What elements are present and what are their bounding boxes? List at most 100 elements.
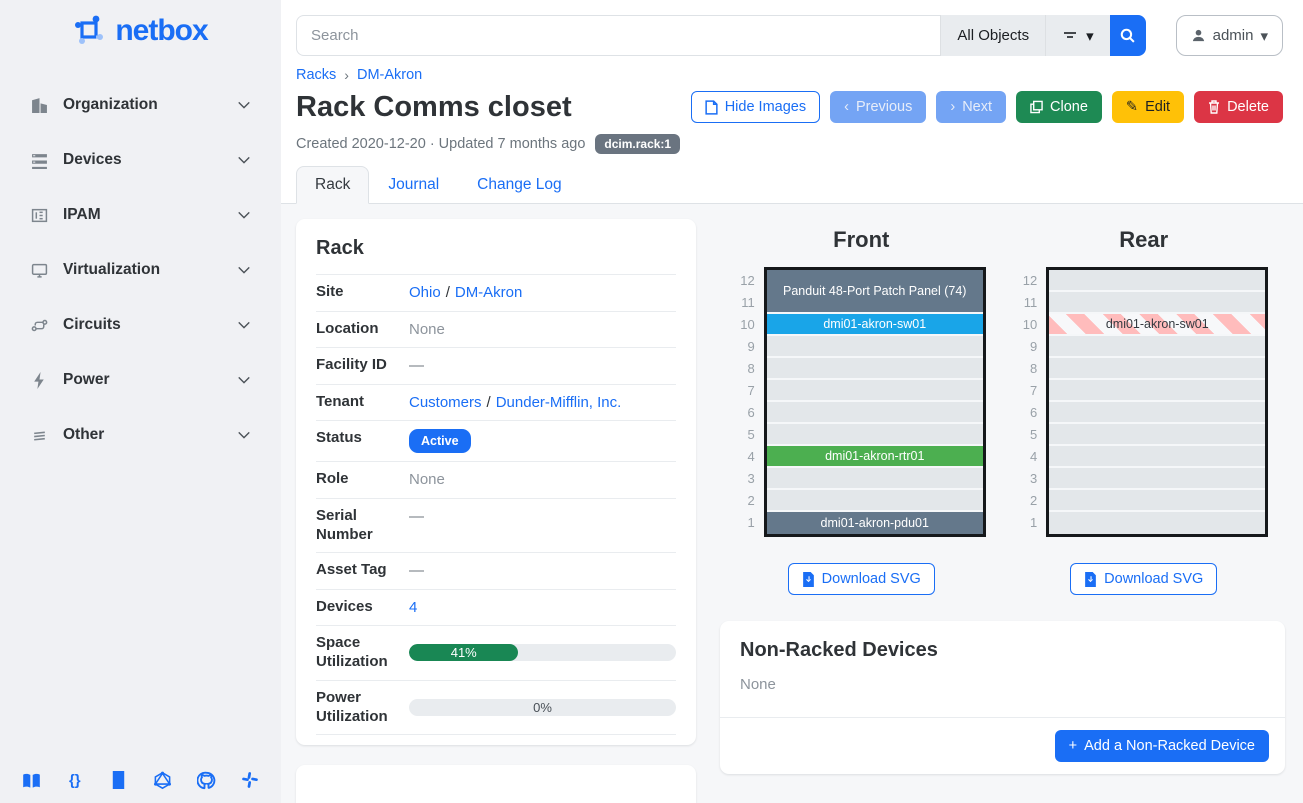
- topbar: All Objects ▾ admin ▾: [281, 0, 1303, 65]
- plus-icon: +: [1068, 738, 1078, 754]
- ip-grid-icon: [30, 207, 48, 224]
- action-buttons: Hide Images ‹ Previous › Next Clo: [690, 91, 1283, 123]
- object-type-button[interactable]: All Objects: [940, 15, 1046, 56]
- unit-number: 2: [747, 493, 755, 508]
- row-facility-id: Facility ID —: [316, 347, 676, 384]
- site-link[interactable]: DM-Akron: [454, 284, 523, 301]
- object-meta: Created 2020-12-20 · Updated 7 months ag…: [296, 134, 1283, 154]
- server-stack-icon: [30, 152, 48, 169]
- title-row: Rack Comms closet Hide Images ‹ Previous…: [296, 91, 1283, 124]
- sidebar-item-label: Other: [63, 426, 105, 443]
- rack-panel: Rack Site Ohio / DM-Akron Location None: [296, 219, 696, 746]
- search-input[interactable]: [296, 15, 941, 56]
- unit-number: 12: [740, 273, 755, 288]
- unit-number: 1: [747, 515, 755, 530]
- chevron-down-icon: [237, 428, 251, 442]
- netbox-logo-text: netbox: [115, 14, 208, 47]
- serial-number-value: —: [409, 507, 424, 525]
- delete-button[interactable]: Delete: [1194, 91, 1283, 123]
- breadcrumb-link-site[interactable]: DM-Akron: [356, 67, 423, 83]
- previous-button[interactable]: ‹ Previous: [830, 91, 927, 123]
- slack-icon[interactable]: [239, 769, 261, 791]
- download-svg-button[interactable]: Download SVG: [787, 563, 935, 595]
- chevron-down-icon: [237, 318, 251, 332]
- docs-book-icon[interactable]: [20, 769, 42, 791]
- sidebar-item-power[interactable]: Power: [0, 361, 281, 399]
- unit-number: 6: [1030, 405, 1038, 420]
- unit-number: 10: [1022, 317, 1038, 332]
- location-value: None: [409, 320, 445, 338]
- unit-number: 6: [747, 405, 755, 420]
- devices-count-link[interactable]: 4: [409, 598, 418, 616]
- unit-number: 9: [1030, 339, 1038, 354]
- row-role: Role None: [316, 461, 676, 498]
- copy-icon: [1030, 100, 1043, 114]
- rear-elevation-title: Rear: [1119, 227, 1169, 252]
- github-icon[interactable]: [195, 769, 217, 791]
- tab-change-log[interactable]: Change Log: [477, 176, 562, 193]
- tab-journal[interactable]: Journal: [388, 176, 440, 193]
- rack-empty-slot: [766, 336, 983, 358]
- add-non-racked-device-button[interactable]: + Add a Non-Racked Device: [1054, 730, 1269, 762]
- rack-empty-slot: [766, 358, 983, 380]
- unit-number: 11: [741, 295, 755, 310]
- user-menu-button[interactable]: admin ▾: [1175, 15, 1283, 56]
- sidebar-item-organization[interactable]: Organization: [0, 86, 281, 124]
- rack-empty-slot: [1049, 292, 1266, 314]
- filter-dropdown-button[interactable]: ▾: [1045, 15, 1110, 56]
- caret-down-icon: ▾: [1086, 27, 1094, 45]
- rack-panel-title: Rack: [316, 237, 364, 259]
- unit-number: 4: [1030, 449, 1038, 464]
- tenant-group-link[interactable]: Customers: [409, 393, 482, 411]
- chevron-down-icon: [237, 263, 251, 277]
- hide-images-button[interactable]: Hide Images: [690, 91, 821, 123]
- rack-empty-slot: [1049, 336, 1266, 358]
- unit-number: 3: [747, 471, 755, 486]
- rack-empty-slot: [766, 490, 983, 512]
- rack-device-slot[interactable]: dmi01-akron-sw01: [766, 314, 983, 336]
- chevron-down-icon: [237, 373, 251, 387]
- sidebar-item-other[interactable]: Other: [0, 416, 281, 454]
- release-notes-icon[interactable]: [108, 769, 130, 791]
- rack-device-slot[interactable]: dmi01-akron-pdu01: [766, 512, 983, 534]
- facility-id-value: —: [409, 357, 424, 374]
- tab-bar: Rack Journal Change Log: [281, 166, 1303, 204]
- download-svg-button[interactable]: Download SVG: [1070, 563, 1218, 595]
- graphql-icon[interactable]: [151, 769, 173, 791]
- tenant-link[interactable]: Dunder-Mifflin, Inc.: [495, 393, 622, 411]
- sidebar-item-label: Circuits: [63, 316, 121, 333]
- code-braces-icon[interactable]: {}: [68, 771, 81, 789]
- sidebar-item-label: IPAM: [63, 206, 101, 223]
- pencil-icon: ✎: [1125, 99, 1139, 115]
- object-id-badge: dcim.rack:1: [595, 134, 681, 154]
- status-badge: Active: [409, 429, 471, 454]
- person-icon: [1191, 28, 1206, 43]
- clone-button[interactable]: Clone: [1016, 91, 1102, 123]
- sidebar-item-ipam[interactable]: IPAM: [0, 196, 281, 234]
- rack-device-slot[interactable]: Panduit 48-Port Patch Panel (74): [766, 270, 983, 314]
- sidebar-item-virtualization[interactable]: Virtualization: [0, 251, 281, 289]
- chevron-down-icon: [237, 208, 251, 222]
- search-submit-button[interactable]: [1109, 15, 1146, 56]
- netbox-logo[interactable]: netbox: [0, 0, 281, 58]
- sidebar-nav: Organization Devices IPAM: [0, 86, 281, 454]
- unit-number: 7: [1030, 383, 1038, 398]
- separator: /: [486, 393, 491, 411]
- row-tenant: Tenant Customers / Dunder-Mifflin, Inc.: [316, 383, 676, 421]
- unit-number: 1: [1030, 515, 1038, 530]
- rack-device-slot[interactable]: dmi01-akron-sw01: [1049, 314, 1266, 336]
- site-group-link[interactable]: Ohio: [409, 284, 441, 301]
- unit-number: 12: [1022, 273, 1038, 288]
- rack-empty-slot: [1049, 424, 1266, 446]
- right-column: Front 12 11 10 9 8 7 6 5 4 3 2 1 Panduit 48-Port Pa…: [720, 219, 1285, 803]
- edit-button[interactable]: ✎ Edit: [1111, 91, 1185, 123]
- next-button[interactable]: › Next: [936, 91, 1007, 123]
- tab-rack[interactable]: Rack: [296, 166, 370, 204]
- chevron-down-icon: [237, 153, 251, 167]
- sidebar-item-devices[interactable]: Devices: [0, 141, 281, 179]
- unit-number: 11: [1023, 295, 1038, 310]
- rack-device-slot[interactable]: dmi01-akron-rtr01: [766, 446, 983, 468]
- sidebar-item-circuits[interactable]: Circuits: [0, 306, 281, 344]
- breadcrumb-link-racks[interactable]: Racks: [296, 67, 337, 83]
